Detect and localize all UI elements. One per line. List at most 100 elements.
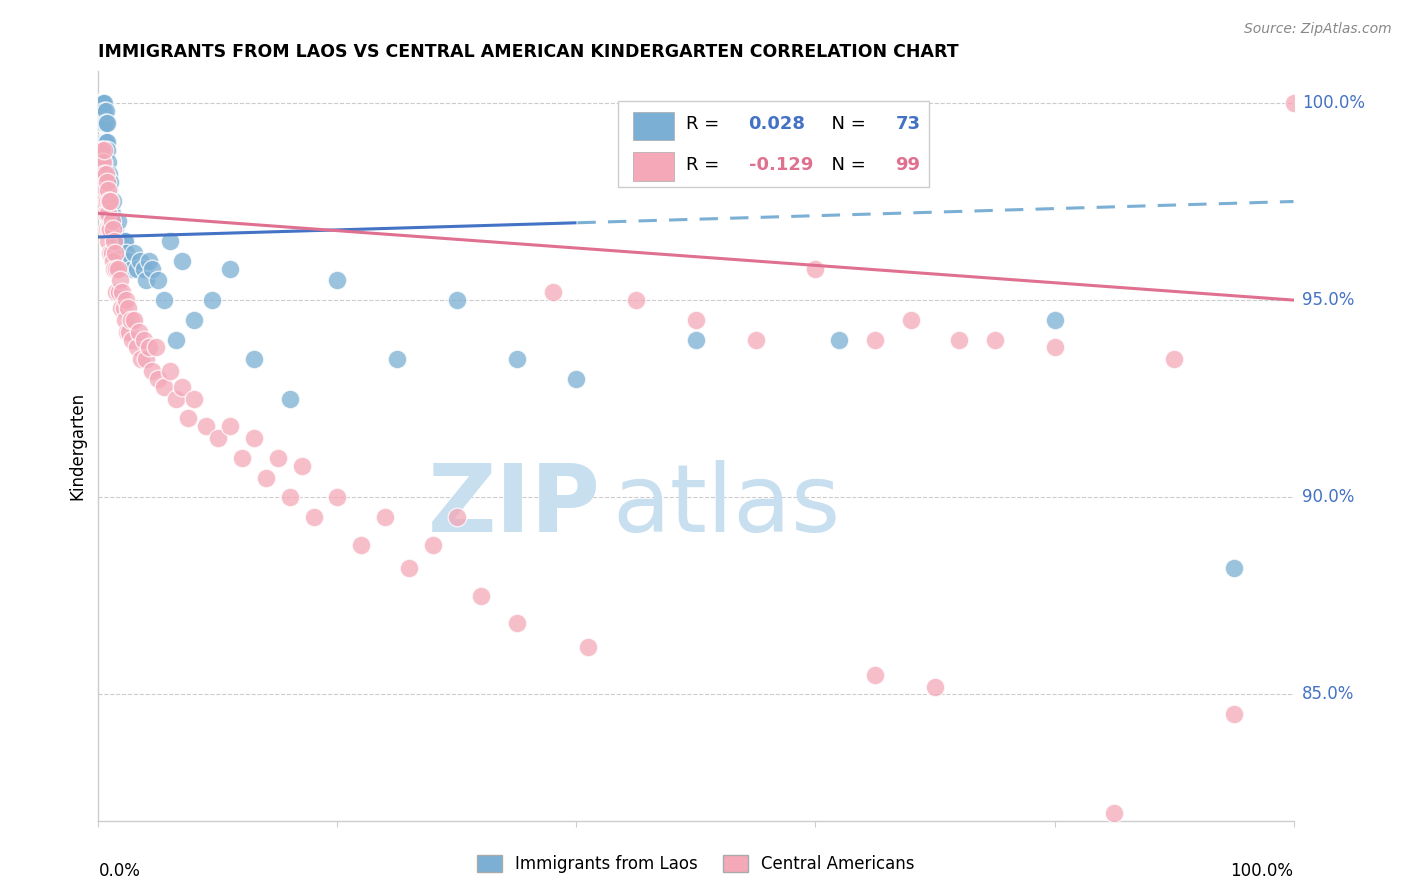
- Point: [350, 538, 373, 552]
- Point: [1043, 313, 1066, 327]
- Point: [115, 325, 138, 339]
- Point: [128, 325, 150, 339]
- Point: [177, 411, 200, 425]
- Point: [118, 325, 141, 339]
- Point: [98, 183, 121, 197]
- Text: 0.0%: 0.0%: [98, 862, 141, 880]
- Point: [91, 194, 114, 209]
- Point: [94, 183, 117, 197]
- Text: N =: N =: [820, 115, 872, 133]
- Point: [125, 340, 148, 354]
- Point: [135, 273, 157, 287]
- Point: [924, 680, 946, 694]
- Point: [900, 313, 922, 327]
- Point: [105, 261, 128, 276]
- Point: [326, 273, 349, 287]
- Point: [89, 155, 111, 169]
- Text: Source: ZipAtlas.com: Source: ZipAtlas.com: [1244, 22, 1392, 37]
- Point: [100, 245, 122, 260]
- Point: [165, 392, 187, 406]
- Point: [91, 95, 114, 110]
- Point: [132, 333, 155, 347]
- Point: [1282, 95, 1305, 110]
- Point: [103, 261, 125, 276]
- Point: [745, 333, 768, 347]
- Point: [141, 261, 163, 276]
- Point: [124, 313, 146, 327]
- Point: [112, 234, 135, 248]
- Point: [576, 640, 599, 654]
- Point: [91, 143, 114, 157]
- Point: [96, 115, 118, 129]
- Point: [565, 372, 588, 386]
- Point: [98, 222, 122, 236]
- Point: [93, 95, 115, 110]
- Point: [121, 333, 143, 347]
- Point: [98, 167, 121, 181]
- Legend: Immigrants from Laos, Central Americans: Immigrants from Laos, Central Americans: [471, 848, 921, 880]
- Point: [254, 470, 277, 484]
- Point: [111, 285, 134, 300]
- Text: 95.0%: 95.0%: [1302, 291, 1354, 310]
- Point: [94, 167, 117, 181]
- Point: [91, 183, 114, 197]
- Point: [98, 245, 122, 260]
- Text: -0.129: -0.129: [748, 156, 813, 174]
- Text: R =: R =: [686, 156, 725, 174]
- Point: [267, 450, 290, 465]
- Point: [863, 333, 886, 347]
- Point: [219, 261, 242, 276]
- Point: [135, 352, 157, 367]
- Point: [159, 364, 181, 378]
- Text: IMMIGRANTS FROM LAOS VS CENTRAL AMERICAN KINDERGARTEN CORRELATION CHART: IMMIGRANTS FROM LAOS VS CENTRAL AMERICAN…: [98, 44, 959, 62]
- Point: [91, 95, 114, 110]
- Point: [183, 313, 205, 327]
- Point: [93, 167, 115, 181]
- Point: [422, 538, 444, 552]
- Point: [97, 183, 120, 197]
- Point: [153, 380, 176, 394]
- Text: atlas: atlas: [612, 460, 841, 552]
- Point: [243, 352, 266, 367]
- Point: [98, 175, 122, 189]
- Point: [98, 194, 122, 209]
- Point: [90, 167, 112, 181]
- Point: [115, 245, 138, 260]
- Point: [98, 194, 121, 209]
- Point: [108, 245, 131, 260]
- FancyBboxPatch shape: [619, 102, 929, 187]
- Point: [108, 273, 131, 287]
- FancyBboxPatch shape: [633, 112, 675, 140]
- Point: [243, 431, 266, 445]
- Point: [141, 364, 163, 378]
- Point: [93, 136, 115, 150]
- Point: [470, 589, 492, 603]
- Point: [120, 313, 142, 327]
- Point: [89, 95, 111, 110]
- Point: [101, 222, 124, 236]
- Point: [93, 143, 115, 157]
- Point: [201, 293, 224, 307]
- Point: [302, 510, 325, 524]
- Point: [103, 214, 125, 228]
- Point: [91, 108, 114, 122]
- Point: [107, 261, 129, 276]
- Point: [153, 293, 176, 307]
- Point: [159, 234, 181, 248]
- Point: [103, 234, 125, 248]
- Point: [93, 115, 115, 129]
- Point: [506, 616, 529, 631]
- Point: [111, 253, 134, 268]
- Point: [685, 333, 707, 347]
- Point: [446, 510, 468, 524]
- Point: [278, 490, 301, 504]
- Point: [101, 194, 124, 209]
- Point: [541, 285, 564, 300]
- Point: [374, 510, 396, 524]
- Point: [91, 95, 114, 110]
- Point: [132, 261, 155, 276]
- Point: [948, 333, 970, 347]
- Point: [105, 285, 128, 300]
- Point: [91, 115, 114, 129]
- Point: [828, 333, 851, 347]
